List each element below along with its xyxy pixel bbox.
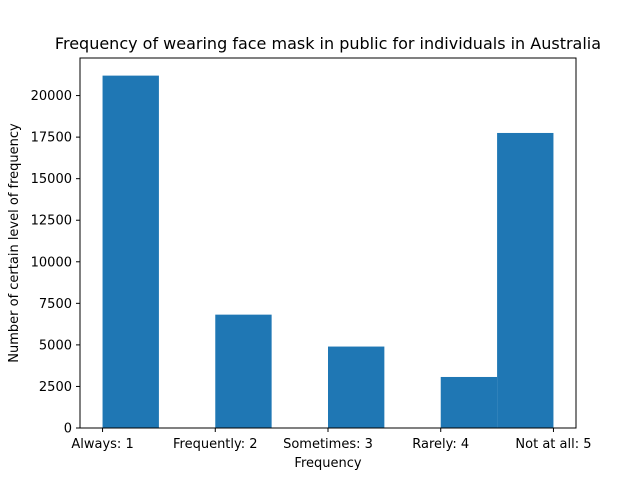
plot-frame	[79, 57, 577, 429]
y-tick-label: 17500	[31, 131, 72, 146]
x-axis-label: Frequency	[294, 456, 361, 471]
y-axis: 0 2500 5000 7500 10000 12500 15000 17500 20000	[31, 89, 80, 437]
chart-title: Frequency of wearing face mask in public…	[55, 34, 601, 53]
y-tick-label: 0	[64, 422, 72, 437]
y-tick-label: 5000	[39, 338, 72, 353]
x-tick-label: Sometimes: 3	[283, 437, 373, 452]
y-tick-label: 2500	[39, 380, 72, 395]
x-axis: Always: 1 Frequently: 2 Sometimes: 3 Rarely…	[71, 428, 591, 452]
bar-4	[328, 346, 385, 428]
y-tick-label: 20000	[31, 89, 72, 104]
x-tick-label: Always: 1	[71, 437, 133, 452]
x-tick-label: Rarely: 4	[412, 437, 469, 452]
bars-group	[102, 75, 554, 429]
y-tick-label: 12500	[31, 214, 72, 229]
bar-1	[102, 75, 159, 429]
x-tick-label: Not at all: 5	[515, 437, 591, 452]
y-tick-label: 10000	[31, 255, 72, 270]
bar-2	[215, 314, 272, 428]
y-tick-label: 7500	[39, 297, 72, 312]
x-tick-label: Frequently: 2	[173, 437, 258, 452]
bar-6	[497, 132, 554, 428]
y-axis-label: Number of certain level of frequency	[7, 123, 22, 363]
y-tick-label: 15000	[31, 172, 72, 187]
bar-5	[440, 376, 498, 428]
